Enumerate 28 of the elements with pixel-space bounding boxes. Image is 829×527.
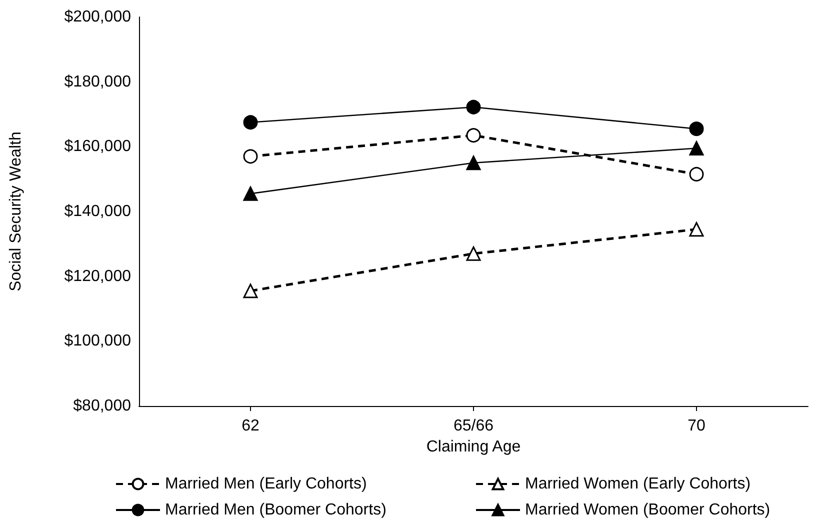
y-tick-label: $120,000 — [64, 268, 132, 285]
point — [689, 166, 704, 182]
point — [689, 122, 704, 136]
y-tick-label: $80,000 — [73, 398, 132, 414]
y-tick-label: $140,000 — [64, 203, 132, 220]
point — [466, 128, 481, 143]
point — [466, 156, 481, 170]
y-tick-label: $200,000 — [64, 8, 132, 26]
point — [466, 100, 481, 114]
point — [243, 284, 258, 298]
legend-label: Married Men (Early Cohorts) — [165, 476, 367, 492]
point — [243, 149, 258, 164]
x-tick-label: 62 — [242, 418, 260, 434]
x-tick-label: 70 — [688, 418, 706, 434]
x-tick-label: 65/66 — [453, 418, 494, 434]
y-tick-label: $160,000 — [64, 138, 132, 156]
point — [243, 186, 258, 201]
y-tick-label: $100,000 — [64, 332, 132, 350]
y-tick-label: $180,000 — [64, 73, 132, 90]
point — [689, 222, 704, 237]
point — [466, 246, 481, 261]
point — [243, 115, 258, 130]
point — [689, 141, 704, 156]
legend-label: Married Women (Early Cohorts) — [525, 476, 751, 492]
x-axis-title: Claiming Age — [426, 438, 521, 456]
y-axis-title: Social Security Wealth — [8, 132, 24, 292]
legend-label: Married Women (Boomer Cohorts) — [525, 502, 770, 518]
legend-label: Married Men (Boomer Cohorts) — [165, 502, 386, 518]
